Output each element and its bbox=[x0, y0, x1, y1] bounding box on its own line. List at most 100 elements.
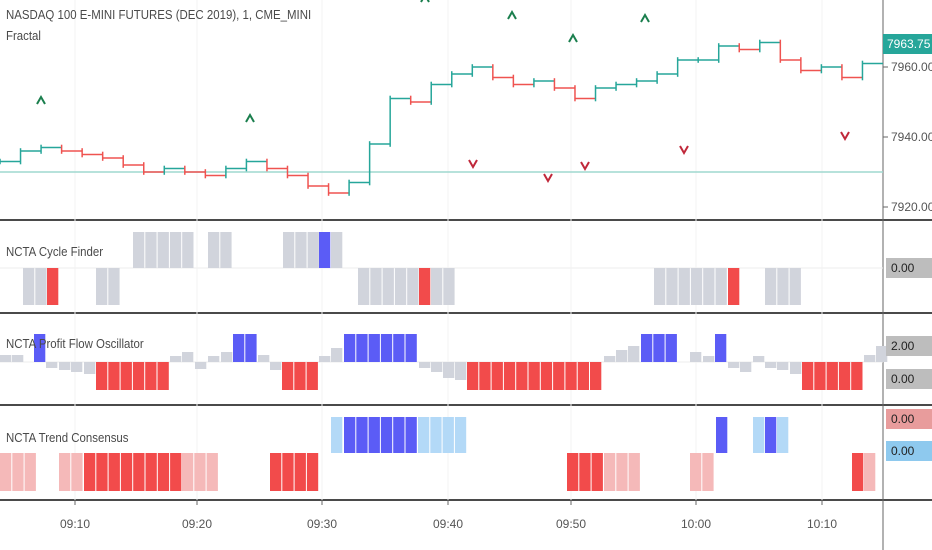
price-axis-label: 7960.00 bbox=[891, 60, 932, 74]
cycle-block bbox=[35, 268, 47, 305]
fractal-up-icon bbox=[36, 94, 46, 105]
profit-block bbox=[503, 362, 516, 390]
profit-block bbox=[491, 362, 503, 390]
cycle-block bbox=[108, 268, 120, 305]
profit-block bbox=[157, 362, 169, 390]
profit-step-block bbox=[0, 355, 12, 362]
cycle-block bbox=[220, 232, 232, 268]
profit-block bbox=[590, 362, 602, 390]
cycle-block bbox=[157, 232, 169, 268]
profit-block bbox=[516, 362, 528, 390]
trend-block bbox=[442, 417, 454, 453]
fractal-down-icon bbox=[840, 131, 850, 142]
profit-block bbox=[96, 362, 108, 390]
trend-block bbox=[356, 417, 368, 453]
profit-step-block bbox=[319, 356, 331, 362]
cycle-block bbox=[169, 232, 182, 268]
profit-value-label-low: 0.00 bbox=[891, 372, 915, 386]
profit-block bbox=[838, 362, 851, 390]
profit-block bbox=[380, 334, 393, 362]
fractal-up-icon bbox=[568, 32, 578, 43]
fractal-up-icon bbox=[420, 0, 430, 3]
profit-step-block bbox=[777, 362, 789, 370]
trend-block bbox=[108, 453, 120, 491]
trend-block bbox=[96, 453, 108, 491]
cycle-block bbox=[419, 268, 431, 305]
trend-block bbox=[380, 417, 393, 453]
profit-block bbox=[467, 362, 479, 390]
profit-step-block bbox=[753, 356, 765, 362]
profit-step-block bbox=[765, 362, 777, 368]
trend-block bbox=[0, 453, 12, 491]
cycle-block bbox=[728, 268, 740, 305]
profit-block bbox=[145, 362, 157, 390]
trend-block bbox=[852, 453, 864, 491]
cycle-block bbox=[358, 268, 370, 305]
profit-block bbox=[344, 334, 356, 362]
profit-block bbox=[368, 334, 380, 362]
profit-block bbox=[565, 362, 577, 390]
profit-step-block bbox=[443, 362, 455, 378]
fractal-down-icon bbox=[679, 145, 689, 156]
profit-step-block bbox=[59, 362, 71, 370]
profit-step-block bbox=[195, 362, 207, 369]
cycle-block bbox=[319, 232, 331, 268]
cycle-block bbox=[96, 268, 108, 305]
profit-step-block bbox=[628, 346, 640, 362]
pane-label-trend-consensus[interactable]: NCTA Trend Consensus bbox=[6, 430, 129, 445]
profit-block bbox=[540, 362, 553, 390]
trend-block bbox=[604, 453, 616, 491]
profit-block bbox=[356, 334, 368, 362]
trend-block bbox=[628, 453, 640, 491]
trend-block bbox=[393, 417, 405, 453]
trend-block bbox=[753, 417, 765, 453]
trend-block bbox=[616, 453, 628, 491]
profit-step-block bbox=[431, 362, 443, 372]
profit-step-block bbox=[690, 352, 702, 362]
profit-block bbox=[715, 334, 727, 362]
profit-block bbox=[479, 362, 491, 390]
profit-block bbox=[282, 362, 294, 390]
profit-block bbox=[233, 334, 245, 362]
indicator-label-fractal[interactable]: Fractal bbox=[6, 28, 41, 43]
profit-value-badge-high bbox=[886, 336, 932, 356]
profit-block bbox=[294, 362, 306, 390]
cycle-block bbox=[715, 268, 727, 305]
profit-step-block bbox=[170, 356, 182, 362]
trend-block bbox=[765, 417, 777, 453]
profit-block bbox=[802, 362, 814, 390]
profit-step-block bbox=[419, 362, 431, 368]
trend-block bbox=[864, 453, 876, 491]
trend-block bbox=[194, 453, 206, 491]
profit-step-block bbox=[182, 352, 194, 362]
profit-block bbox=[653, 334, 665, 362]
trend-block bbox=[84, 453, 96, 491]
profit-block bbox=[577, 362, 589, 390]
profit-block bbox=[814, 362, 826, 390]
trend-block bbox=[418, 417, 430, 453]
trend-block bbox=[270, 453, 282, 491]
chart-title: NASDAQ 100 E-MINI FUTURES (DEC 2019), 1,… bbox=[6, 7, 312, 22]
trend-value-label-blue: 0.00 bbox=[891, 444, 915, 458]
profit-step-block bbox=[46, 362, 58, 368]
profit-block bbox=[120, 362, 132, 390]
trend-block bbox=[331, 417, 343, 453]
trend-block bbox=[690, 453, 702, 491]
profit-step-block bbox=[71, 362, 83, 372]
cycle-block bbox=[765, 268, 777, 305]
cycle-block bbox=[443, 268, 455, 305]
trend-block bbox=[71, 453, 83, 491]
trend-block bbox=[454, 417, 467, 453]
time-axis-label: 10:10 bbox=[807, 517, 837, 531]
trend-block bbox=[133, 453, 145, 491]
current-price-label: 7963.75 bbox=[887, 37, 931, 51]
trend-block bbox=[579, 453, 591, 491]
trend-block bbox=[716, 417, 728, 453]
profit-step-block bbox=[703, 356, 715, 362]
trend-block bbox=[368, 417, 380, 453]
time-axis-label: 09:30 bbox=[307, 517, 337, 531]
pane-label-profit-flow[interactable]: NCTA Profit Flow Oscillator bbox=[6, 336, 144, 351]
pane-label-cycle-finder[interactable]: NCTA Cycle Finder bbox=[6, 244, 104, 259]
profit-block bbox=[245, 334, 257, 362]
